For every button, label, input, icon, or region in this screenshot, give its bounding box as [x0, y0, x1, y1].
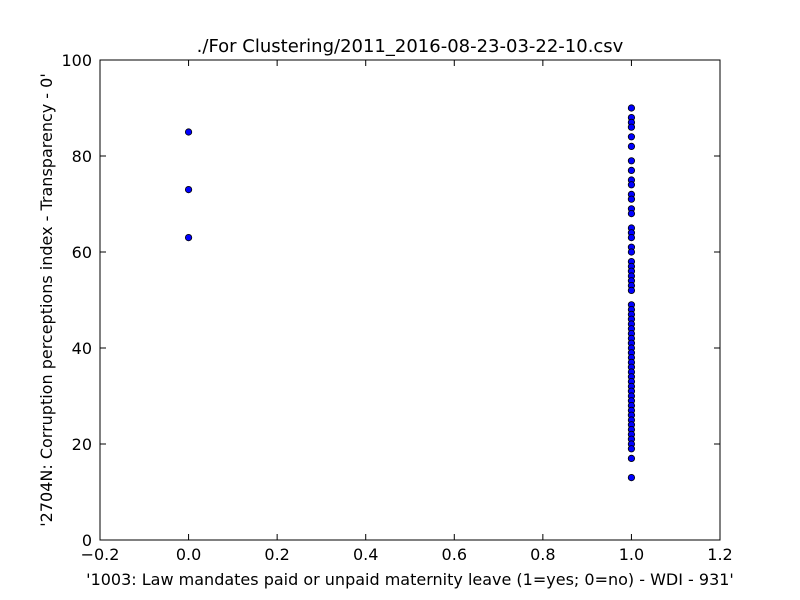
data-point — [627, 210, 636, 218]
x-tick-label: 0.4 — [353, 545, 378, 564]
data-point — [627, 445, 636, 453]
x-tick-label: 0.8 — [530, 545, 555, 564]
y-axis-label: '2704N: Corruption perceptions index - T… — [37, 73, 56, 526]
x-tick-label: 0.2 — [264, 545, 289, 564]
y-tick-label: 60 — [72, 243, 92, 262]
data-point — [184, 234, 193, 242]
data-point — [627, 157, 636, 165]
x-tick-label: 1.0 — [619, 545, 644, 564]
x-tick-label: 0.0 — [176, 545, 201, 564]
data-point — [627, 166, 636, 174]
data-point — [627, 286, 636, 294]
data-points — [184, 104, 636, 482]
data-point — [184, 186, 193, 194]
x-tick-label: 0.6 — [442, 545, 467, 564]
data-point — [627, 104, 636, 112]
data-point — [627, 181, 636, 189]
y-tick-label: 0 — [82, 531, 92, 550]
x-tick-label: −0.2 — [81, 545, 120, 564]
data-point — [627, 234, 636, 242]
data-point — [627, 248, 636, 256]
data-point — [627, 142, 636, 150]
y-tick-label: 40 — [72, 339, 92, 358]
y-tick-label: 100 — [61, 51, 92, 70]
x-axis-label: '1003: Law mandates paid or unpaid mater… — [86, 570, 734, 589]
x-tick-label: 1.2 — [707, 545, 732, 564]
plot-area — [100, 60, 720, 540]
axis-ticks: −0.2 0.0 0.2 0.4 0.6 0.8 1.0 1.2 0 20 40 60 80 100 — [61, 51, 732, 564]
y-tick-label: 80 — [72, 147, 92, 166]
y-tick-label: 20 — [72, 435, 92, 454]
data-point — [627, 123, 636, 131]
data-point — [627, 133, 636, 141]
data-point — [184, 128, 193, 136]
data-point — [627, 454, 636, 462]
plot-frame — [99, 59, 721, 541]
data-point — [627, 473, 636, 482]
chart-title: ./For Clustering/2011_2016-08-23-03-22-1… — [197, 36, 624, 57]
data-point — [627, 195, 636, 203]
